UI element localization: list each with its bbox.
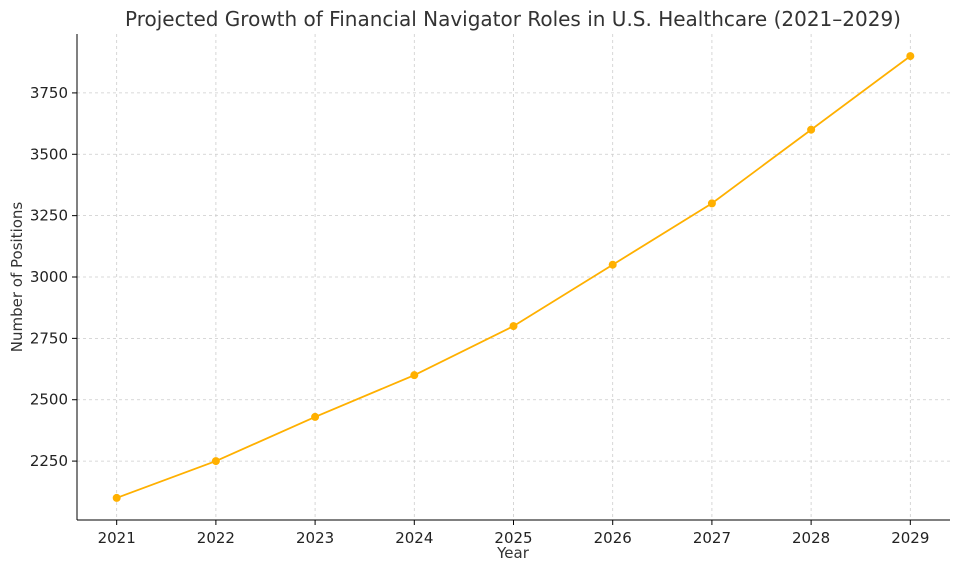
data-point — [211, 457, 220, 466]
data-point — [707, 199, 716, 208]
data-point — [906, 52, 915, 61]
y-tick-label: 2500 — [30, 391, 68, 409]
y-tick-label: 3000 — [30, 268, 68, 286]
tick-labels: 2021 2022 2023 2024 2025 2026 2027 2028 2029 2250… — [30, 84, 930, 547]
y-axis-label: Number of Positions — [8, 202, 26, 353]
x-tick-label: 2026 — [594, 529, 632, 547]
data-point — [410, 371, 419, 380]
x-tick-label: 2029 — [891, 529, 929, 547]
y-tick-label: 2750 — [30, 329, 68, 347]
y-tick-label: 3500 — [30, 145, 68, 163]
series-layer — [112, 52, 915, 502]
x-tick-label: 2021 — [98, 529, 136, 547]
chart-title: Projected Growth of Financial Navigator … — [125, 7, 901, 31]
x-tick-label: 2022 — [197, 529, 235, 547]
y-tick-label: 3750 — [30, 84, 68, 102]
grid-lines — [77, 34, 950, 520]
data-point — [608, 260, 617, 269]
x-tick-label: 2027 — [693, 529, 731, 547]
y-tick-label: 3250 — [30, 207, 68, 225]
data-point — [509, 322, 518, 331]
data-point — [112, 493, 121, 502]
x-tick-label: 2028 — [792, 529, 830, 547]
x-tick-label: 2023 — [296, 529, 334, 547]
x-axis-label: Year — [496, 544, 530, 562]
x-tick-label: 2025 — [494, 529, 532, 547]
y-tick-label: 2250 — [30, 452, 68, 470]
x-tick-label: 2024 — [395, 529, 433, 547]
axes — [72, 34, 950, 525]
data-point — [311, 412, 320, 421]
data-point — [807, 125, 816, 134]
